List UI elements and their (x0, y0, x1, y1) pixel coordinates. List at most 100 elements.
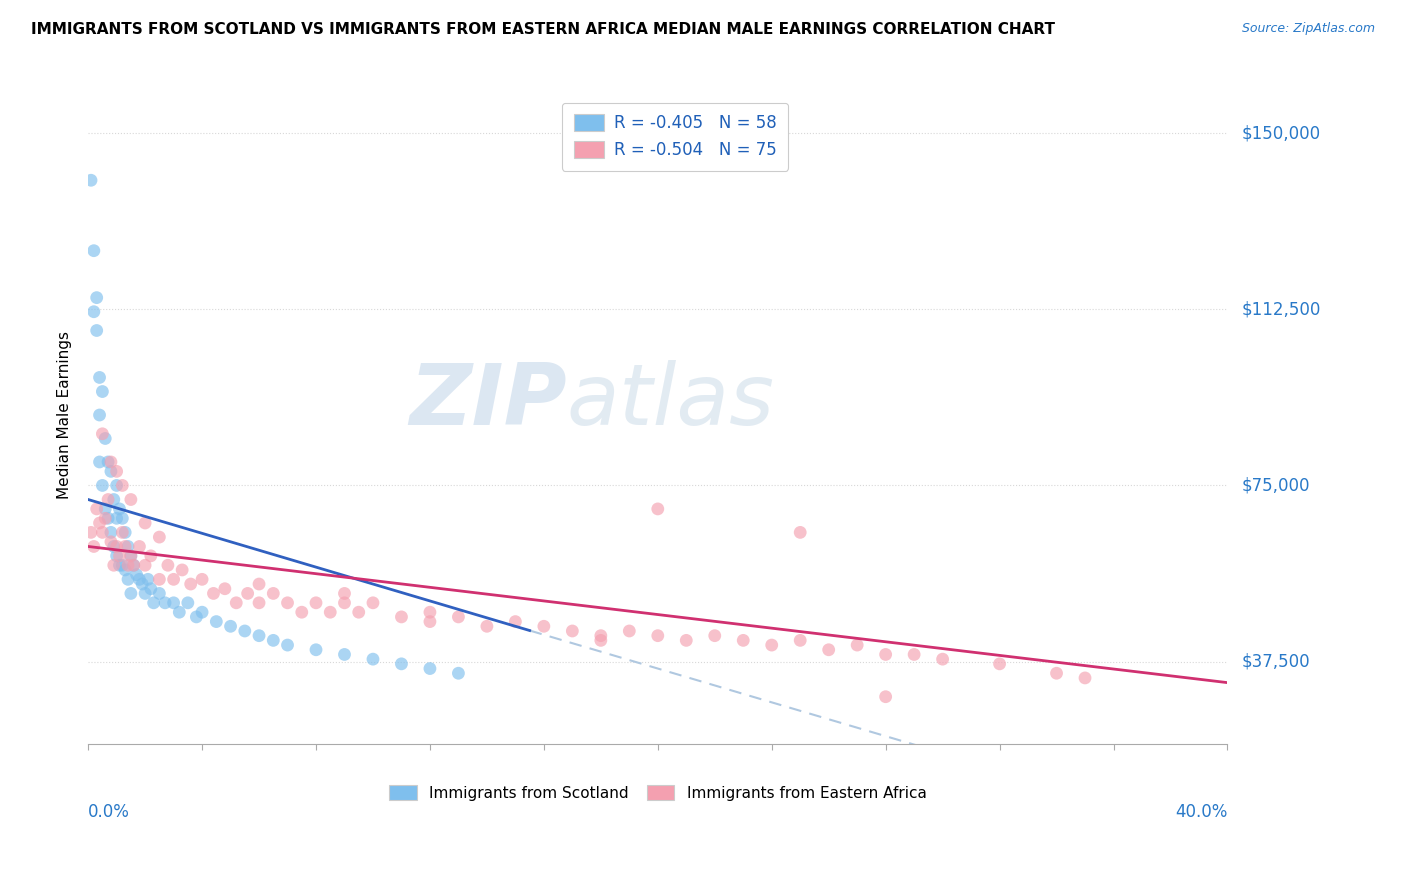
Point (142, 596, 165, 610)
Point (86, 324, 108, 338)
Point (117, 540, 139, 554)
Text: $112,500: $112,500 (1241, 301, 1320, 318)
Point (128, 540, 150, 554)
Point (703, 629, 725, 643)
Point (1045, 666, 1067, 681)
Point (186, 610, 208, 624)
Point (120, 492, 142, 507)
Point (139, 582, 162, 596)
Point (1074, 671, 1097, 685)
Point (94, 502, 117, 516)
Point (111, 525, 134, 540)
Point (180, 577, 202, 591)
Point (162, 572, 184, 586)
Point (589, 629, 612, 643)
Legend: Immigrants from Scotland, Immigrants from Eastern Africa: Immigrants from Scotland, Immigrants fro… (381, 777, 934, 808)
Point (262, 633, 284, 648)
Point (262, 586, 284, 600)
Point (361, 596, 384, 610)
Point (100, 534, 122, 549)
Point (333, 586, 356, 600)
Point (111, 511, 134, 525)
Text: Source: ZipAtlas.com: Source: ZipAtlas.com (1241, 22, 1375, 36)
Point (903, 648, 925, 662)
Point (931, 652, 953, 666)
Point (291, 605, 314, 619)
Point (103, 558, 125, 573)
Point (89, 516, 111, 530)
Point (447, 666, 470, 681)
Point (105, 549, 128, 563)
Point (122, 558, 145, 573)
Point (83, 244, 105, 258)
Point (100, 464, 122, 478)
Point (100, 455, 122, 469)
Point (94, 432, 117, 446)
Point (419, 615, 441, 629)
Point (875, 648, 897, 662)
Point (108, 558, 131, 573)
Point (361, 652, 384, 666)
Point (391, 610, 413, 624)
Point (89, 408, 111, 422)
Point (419, 661, 441, 675)
Point (105, 511, 128, 525)
Point (120, 549, 142, 563)
Point (236, 586, 259, 600)
Point (205, 615, 228, 629)
Point (319, 605, 342, 619)
Y-axis label: Median Male Earnings: Median Male Earnings (58, 331, 72, 499)
Point (89, 370, 111, 384)
Point (505, 615, 527, 629)
Point (191, 572, 214, 586)
Text: $37,500: $37,500 (1241, 653, 1310, 671)
Point (148, 586, 170, 600)
Text: $150,000: $150,000 (1241, 124, 1320, 143)
Point (134, 558, 156, 573)
Point (789, 633, 811, 648)
Point (91, 525, 114, 540)
Point (111, 478, 134, 492)
Point (134, 516, 156, 530)
Point (276, 596, 298, 610)
Point (100, 525, 122, 540)
Text: 40.0%: 40.0% (1175, 803, 1227, 821)
Point (91, 384, 114, 399)
Point (305, 596, 328, 610)
Point (333, 648, 356, 662)
Point (347, 605, 370, 619)
Point (305, 642, 328, 657)
Text: 0.0%: 0.0% (89, 803, 129, 821)
Point (94, 511, 117, 525)
Point (619, 624, 641, 638)
Point (86, 502, 108, 516)
Point (128, 572, 150, 586)
Point (733, 633, 755, 648)
Point (789, 525, 811, 540)
Point (247, 596, 270, 610)
Point (139, 549, 162, 563)
Point (125, 567, 148, 582)
Point (247, 577, 270, 591)
Point (447, 610, 470, 624)
Point (148, 530, 170, 544)
Text: IMMIGRANTS FROM SCOTLAND VS IMMIGRANTS FROM EASTERN AFRICA MEDIAN MALE EARNINGS : IMMIGRANTS FROM SCOTLAND VS IMMIGRANTS F… (31, 22, 1054, 37)
Point (117, 572, 139, 586)
Point (675, 633, 697, 648)
Point (191, 605, 214, 619)
Point (177, 596, 200, 610)
Point (111, 558, 134, 573)
Point (136, 572, 159, 586)
Point (202, 586, 225, 600)
Point (846, 638, 869, 652)
Point (108, 502, 131, 516)
Point (108, 549, 131, 563)
Point (91, 426, 114, 441)
Point (233, 624, 256, 638)
Point (219, 619, 242, 633)
Point (153, 596, 176, 610)
Text: $75,000: $75,000 (1241, 476, 1310, 494)
Point (419, 605, 441, 619)
Point (156, 558, 179, 573)
Point (214, 582, 236, 596)
